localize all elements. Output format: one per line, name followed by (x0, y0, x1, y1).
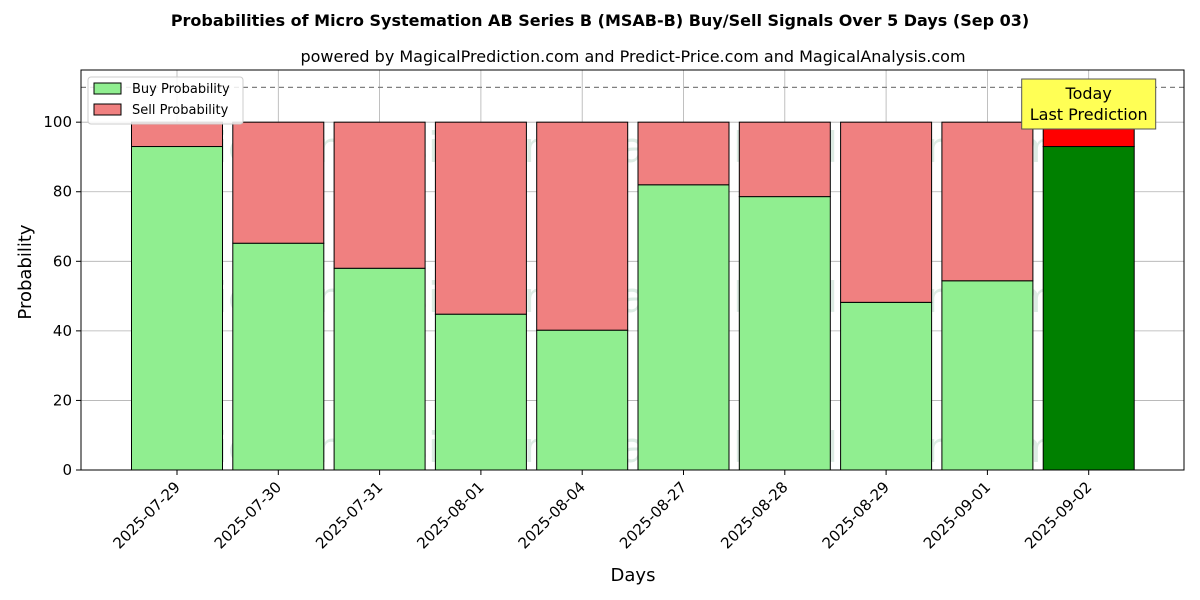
legend-swatch (93, 103, 122, 116)
buy-bar (840, 301, 933, 471)
sell-bar (131, 121, 223, 148)
chart-subtitle: powered by MagicalPrediction.com and Pre… (300, 47, 965, 66)
annotation-text: Last Prediction (1030, 105, 1148, 124)
legend: Buy Probability Sell Probability (87, 76, 244, 125)
x-axis-label: Days (611, 565, 656, 586)
sell-bar (637, 121, 730, 186)
sell-bar (232, 121, 325, 244)
buy-bar (738, 196, 831, 471)
today-annotation: Today Last Prediction (1021, 78, 1157, 130)
y-tick-label: 80 (53, 183, 72, 201)
y-axis-ticks: 0 20 40 60 80 100 (43, 113, 81, 479)
annotation-text: Today (1065, 84, 1112, 103)
buy-bar (131, 146, 223, 471)
legend-label: Buy Probability (132, 82, 230, 97)
legend-label: Sell Probability (132, 103, 229, 118)
buy-bar (941, 280, 1034, 471)
legend-swatch (93, 82, 122, 95)
sell-bar (434, 121, 527, 315)
sell-bar (536, 121, 629, 331)
sell-bar (333, 121, 426, 269)
buy-bar (1042, 146, 1135, 471)
sell-bar (738, 121, 831, 198)
y-tick-label: 40 (53, 322, 72, 340)
chart-title: Probabilities of Micro Systemation AB Se… (171, 11, 1029, 30)
sell-bar (941, 121, 1034, 282)
legend-box (87, 76, 244, 125)
buy-bar (434, 313, 527, 471)
buy-bar (536, 329, 629, 471)
buy-bar (232, 242, 325, 471)
y-axis-label: Probability (15, 224, 36, 319)
y-tick-label: 100 (43, 113, 72, 131)
buy-bar (333, 267, 426, 471)
y-tick-label: 60 (53, 252, 72, 270)
y-tick-label: 0 (62, 461, 72, 479)
y-tick-label: 20 (53, 391, 72, 409)
annotation-box (1021, 78, 1157, 130)
buy-bar (637, 184, 730, 471)
axes-frame (80, 69, 1185, 471)
sell-bar (840, 121, 933, 303)
